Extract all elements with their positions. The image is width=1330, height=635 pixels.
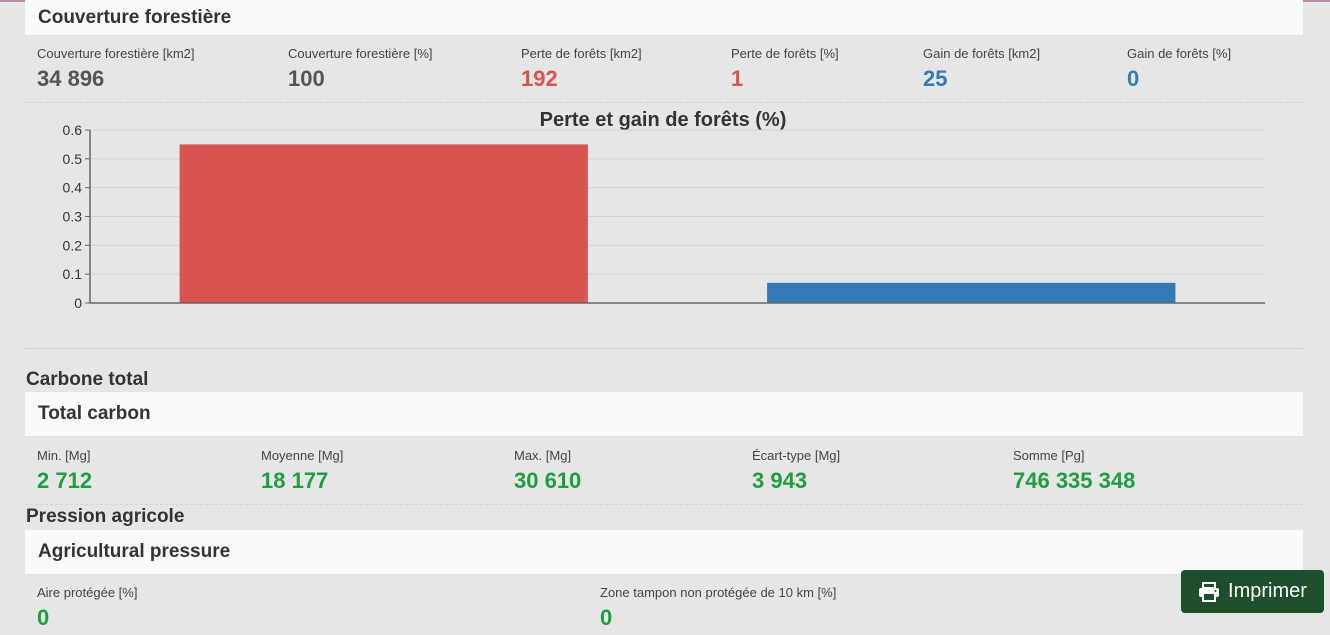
y-tick-label: 0 bbox=[74, 295, 82, 311]
stat-label: Perte de forêts [%] bbox=[731, 46, 839, 61]
stat-buffer-zone: Zone tampon non protégée de 10 km [%] 0 bbox=[600, 585, 836, 631]
chart-title: Perte et gain de forêts (%) bbox=[540, 109, 787, 131]
y-tick-label: 0.6 bbox=[63, 122, 83, 138]
stat-label: Somme [Pg] bbox=[1013, 448, 1085, 463]
stat-label: Max. [Mg] bbox=[514, 448, 572, 463]
y-tick-label: 0.4 bbox=[63, 180, 83, 196]
stat-label: Gain de forêts [%] bbox=[1127, 46, 1232, 61]
stat-label: Écart-type [Mg] bbox=[752, 448, 841, 463]
stat-label: Perte de forêts [km2] bbox=[521, 46, 642, 61]
stat-value: 0 bbox=[1127, 66, 1140, 91]
stat-carbon-sum: Somme [Pg] 746 335 348 bbox=[1013, 448, 1135, 494]
print-button[interactable]: Imprimer bbox=[1181, 570, 1324, 613]
stat-value: 0 bbox=[600, 605, 613, 630]
stat-label: Couverture forestière [%] bbox=[288, 46, 433, 61]
y-tick-label: 0.1 bbox=[63, 266, 83, 282]
stat-forest-gain-km2: Gain de forêts [km2] 25 bbox=[923, 46, 1040, 92]
y-tick-label: 0.2 bbox=[63, 237, 83, 253]
stat-value: 746 335 348 bbox=[1013, 468, 1136, 493]
stat-label: Zone tampon non protégée de 10 km [%] bbox=[600, 585, 837, 600]
stat-forest-gain-pct: Gain de forêts [%] 0 bbox=[1127, 46, 1231, 92]
y-tick-label: 0.3 bbox=[63, 209, 83, 225]
stat-label: Gain de forêts [km2] bbox=[923, 46, 1041, 61]
stat-value: 0 bbox=[37, 605, 50, 630]
printer-icon bbox=[1198, 581, 1220, 602]
stat-value: 100 bbox=[288, 66, 325, 91]
print-button-label: Imprimer bbox=[1228, 580, 1307, 602]
stat-label: Couverture forestière [km2] bbox=[37, 46, 195, 61]
stat-carbon-min: Min. [Mg] 2 712 bbox=[37, 448, 92, 494]
bar-forest-loss[interactable] bbox=[179, 144, 588, 303]
stat-label: Moyenne [Mg] bbox=[261, 448, 344, 463]
stat-forest-loss-pct: Perte de forêts [%] 1 bbox=[731, 46, 839, 92]
stat-forest-loss-km2: Perte de forêts [km2] 192 bbox=[521, 46, 642, 92]
stat-carbon-stddev: Écart-type [Mg] 3 943 bbox=[752, 448, 840, 494]
total-carbon-header: Total carbon bbox=[25, 392, 1303, 437]
stat-value: 30 610 bbox=[514, 468, 582, 493]
stat-forest-cover-pct: Couverture forestière [%] 100 bbox=[288, 46, 433, 92]
y-tick-label: 0.5 bbox=[63, 151, 83, 167]
chart-bars bbox=[179, 144, 1176, 303]
stat-label: Aire protégée [%] bbox=[37, 585, 138, 600]
agricultural-pressure-title: Agricultural pressure bbox=[38, 541, 231, 562]
stat-value: 2 712 bbox=[37, 468, 93, 493]
stat-label: Min. [Mg] bbox=[37, 448, 91, 463]
stat-value: 192 bbox=[521, 66, 558, 91]
stat-value: 18 177 bbox=[261, 468, 329, 493]
total-carbon-title: Total carbon bbox=[38, 403, 151, 424]
agri-section-title: Pression agricole bbox=[26, 506, 185, 527]
divider bbox=[25, 504, 1303, 505]
stat-forest-cover-km2: Couverture forestière [km2] 34 896 bbox=[37, 46, 195, 92]
forest-cover-title: Couverture forestière bbox=[38, 6, 232, 28]
stat-value: 25 bbox=[923, 66, 948, 91]
bar-forest-gain[interactable] bbox=[767, 282, 1176, 303]
stat-value: 34 896 bbox=[37, 66, 105, 91]
stat-value: 3 943 bbox=[752, 468, 808, 493]
stat-protected-area: Aire protégée [%] 0 bbox=[37, 585, 137, 631]
divider bbox=[25, 102, 1303, 103]
section-divider bbox=[25, 348, 1303, 349]
stat-carbon-max: Max. [Mg] 30 610 bbox=[514, 448, 581, 494]
forest-cover-header: Couverture forestière bbox=[25, 0, 1303, 36]
carbon-section-title: Carbone total bbox=[26, 369, 149, 390]
stat-value: 1 bbox=[731, 66, 744, 91]
stat-carbon-mean: Moyenne [Mg] 18 177 bbox=[261, 448, 343, 494]
chart-axes: 0 0.1 0.2 0.3 0.4 0.5 0.6 bbox=[63, 122, 1265, 311]
agricultural-pressure-header: Agricultural pressure bbox=[25, 530, 1303, 575]
forest-loss-gain-chart: Perte et gain de forêts (%) 0 0.1 0.2 0.3 0.… bbox=[63, 109, 1265, 311]
